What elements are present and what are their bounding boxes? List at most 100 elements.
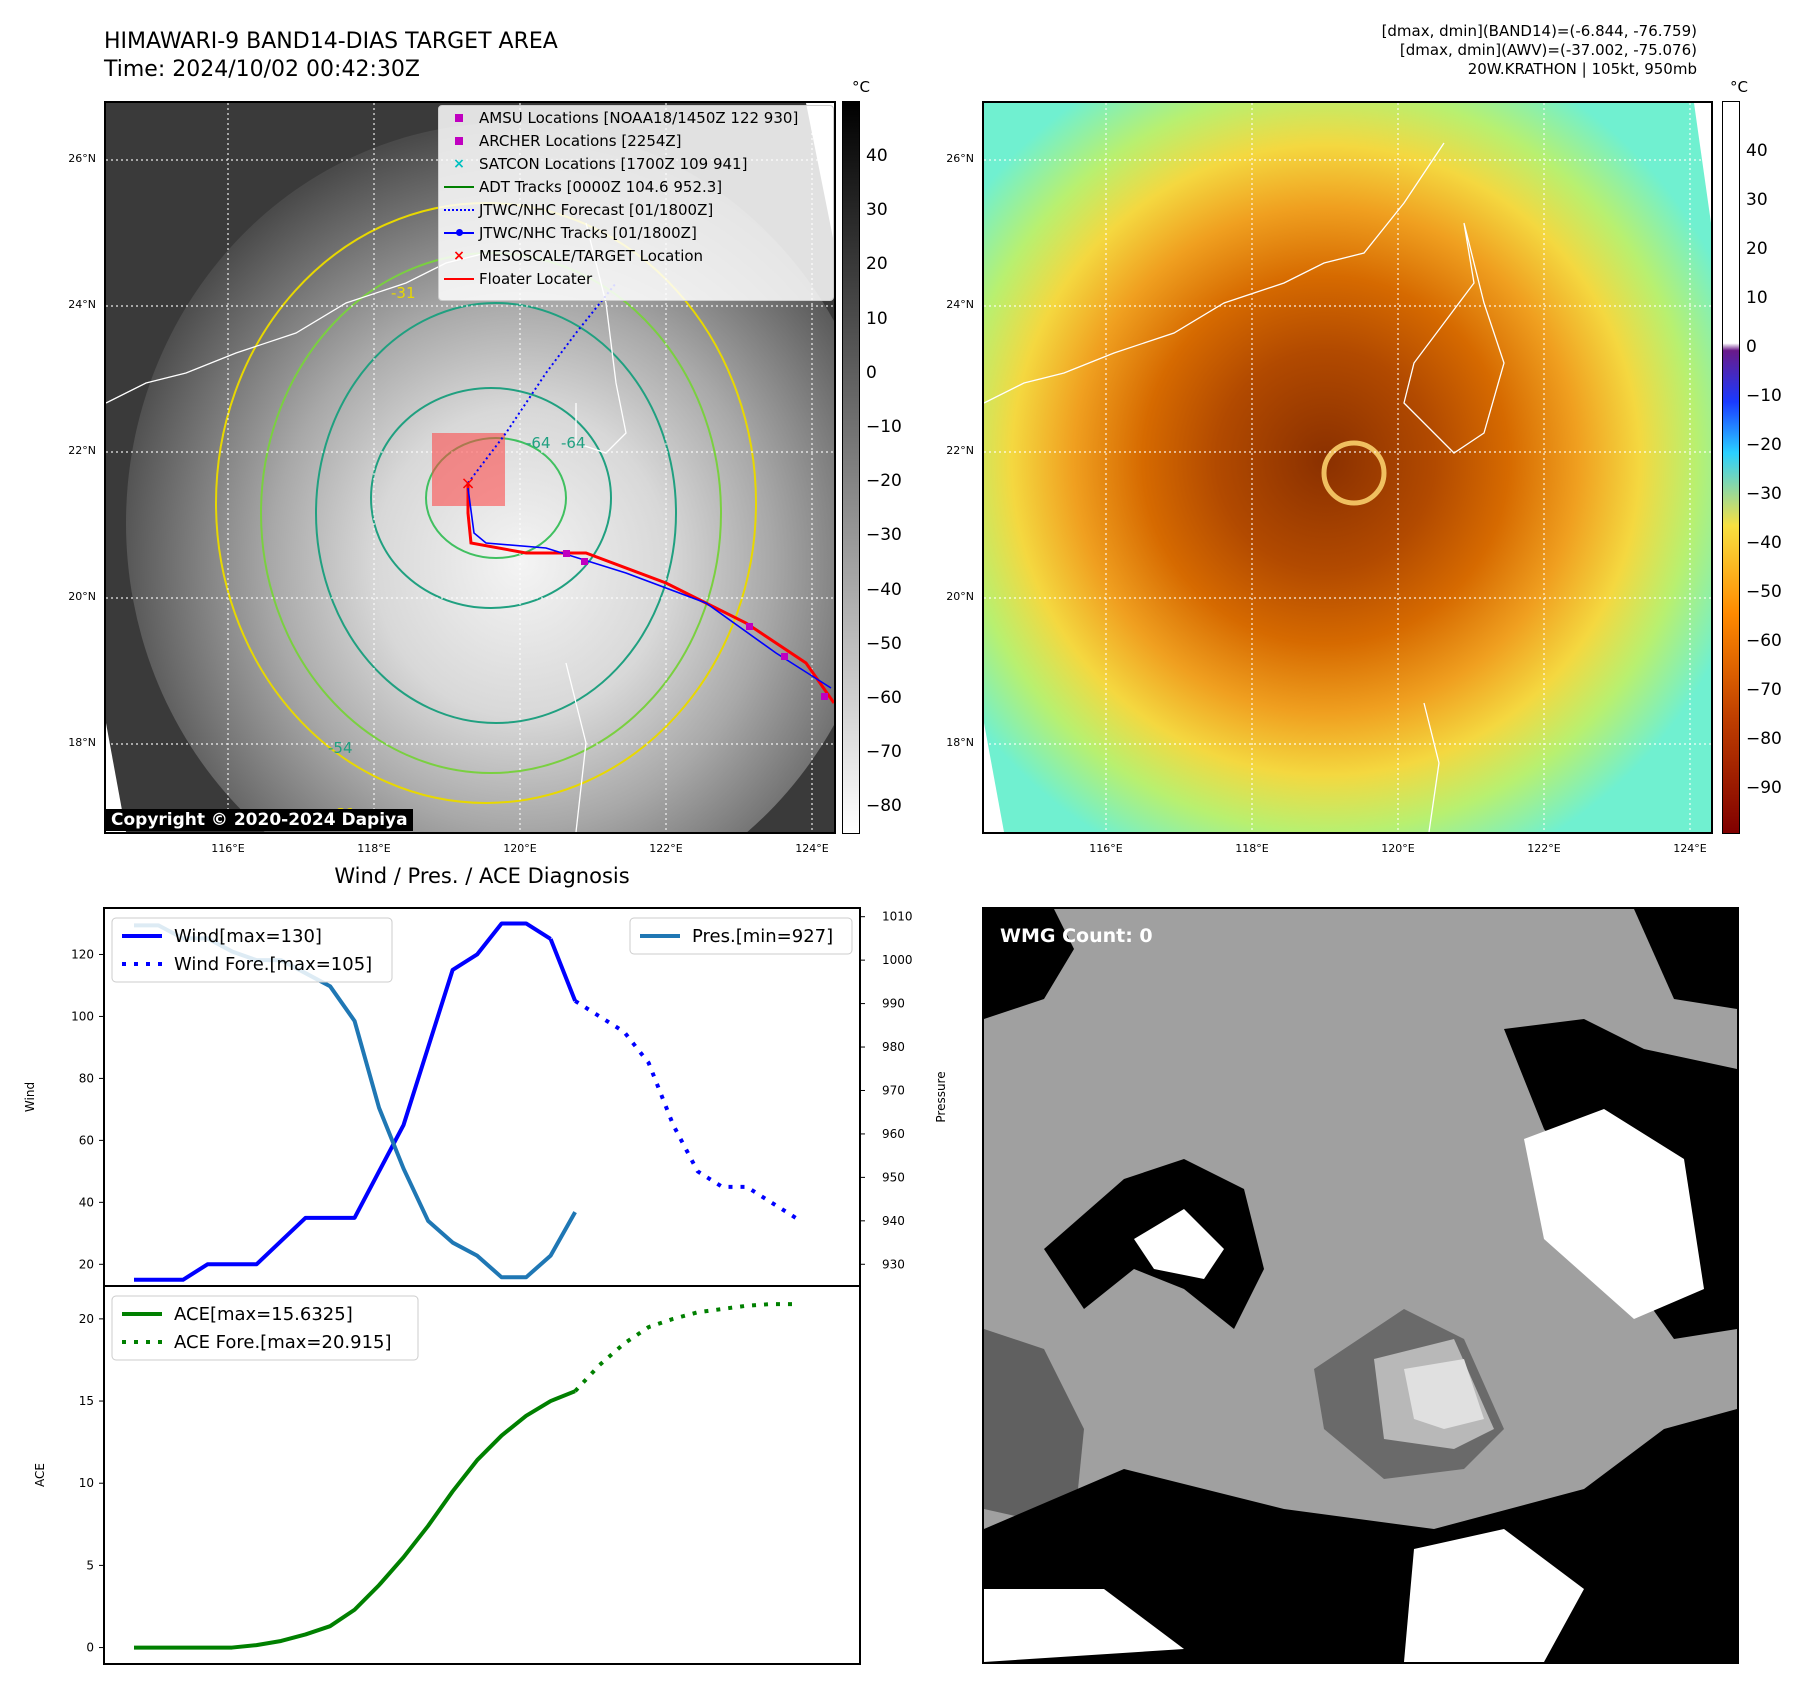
ace-legend-box	[111, 1295, 419, 1361]
pressure-ytick-label: 990	[882, 997, 905, 1011]
legend-entry: JTWC/NHC Tracks [01/1800Z]	[439, 221, 833, 244]
gray-colorbar-tick: −50	[866, 633, 902, 654]
color-colorbar-unit: °C	[1730, 78, 1748, 96]
gray-colorbar-tick: 10	[866, 308, 888, 329]
pressure-ytick-label: 930	[882, 1257, 905, 1271]
ace-forecast-legend-label: ACE Fore.[max=20.915]	[174, 1332, 392, 1353]
color-colorbar-tick: −80	[1746, 729, 1782, 749]
lat-label-20-right: 20°N	[946, 590, 974, 603]
gray-colorbar-tick: −30	[866, 525, 902, 546]
wind-ytick-label: 40	[79, 1195, 94, 1209]
enhanced-ir-panel	[982, 101, 1713, 834]
wind-line	[548, 938, 577, 1002]
color-colorbar-tick: −60	[1746, 631, 1782, 651]
gray-colorbar-tick: 20	[866, 254, 888, 275]
legend-entry: × MESOSCALE/TARGET Location	[439, 244, 833, 267]
legend-symbol-x: ×	[453, 155, 465, 172]
lon-label-120: 120°E	[503, 842, 537, 855]
lat-label-24: 24°N	[68, 298, 96, 311]
contour-label-1: -31	[391, 284, 416, 302]
gray-colorbar-tick: −60	[866, 688, 902, 708]
wind-forecast-line	[574, 999, 797, 1220]
copyright-label: Copyright © 2020-2024 Dapiya	[106, 809, 413, 831]
diagnostic-info: [dmax, dmin](BAND14)=(-6.844, -76.759) […	[1097, 22, 1697, 79]
color-colorbar-tick: −90	[1746, 778, 1782, 798]
ace-ytick-label: 15	[79, 1394, 94, 1408]
lon-label-124-right: 124°E	[1673, 842, 1707, 855]
legend-entry: JTWC/NHC Forecast [01/1800Z]	[439, 198, 833, 221]
legend-label: AMSU Locations [NOAA18/1450Z 122 930]	[479, 108, 799, 127]
pressure-legend-box	[629, 917, 853, 955]
pressure-axis-label: Pressure	[934, 1071, 948, 1122]
ir-map-panel: × -31 -64 -64 -54 -31 AMSU Locations [NO…	[104, 101, 836, 834]
color-colorbar-tick: 0	[1746, 337, 1757, 357]
legend-entry: ARCHER Locations [2254Z]	[439, 129, 833, 152]
diagnosis-chart: 2040608010012093094095096097098099010001…	[23, 907, 948, 1665]
wmg-image	[984, 909, 1737, 1662]
lat-label-24-right: 24°N	[946, 298, 974, 311]
info-awv: [dmax, dmin](AWV)=(-37.002, -75.076)	[1399, 41, 1697, 59]
color-colorbar-tick: −70	[1746, 680, 1782, 700]
pressure-ytick-label: 970	[882, 1083, 905, 1097]
color-colorbar-tick: 10	[1746, 288, 1768, 308]
enhanced-ir-image	[984, 103, 1711, 832]
wind-forecast-legend-label: Wind Fore.[max=105]	[174, 954, 372, 975]
lon-label-118-right: 118°E	[1235, 842, 1269, 855]
contour-label-2: -64	[526, 434, 551, 452]
wind-ytick-label: 100	[71, 1009, 94, 1023]
legend-entry: Floater Locater	[439, 267, 833, 290]
pressure-ytick-label: 960	[882, 1127, 905, 1141]
pressure-legend: Pres.[min=927]	[629, 917, 853, 955]
lat-label-22-right: 22°N	[946, 444, 974, 457]
wmg-panel: WMG Count: 0	[982, 907, 1739, 1664]
color-colorbar-tick: −50	[1746, 582, 1782, 602]
svg-text:×: ×	[460, 473, 475, 494]
color-colorbar-tick: 30	[1746, 190, 1768, 210]
lat-label-26-right: 26°N	[946, 152, 974, 165]
pressure-ytick-label: 950	[882, 1170, 905, 1184]
legend-label: ARCHER Locations [2254Z]	[479, 131, 682, 150]
legend-symbol-x: ×	[453, 247, 465, 264]
gray-colorbar-tick: −70	[866, 742, 902, 763]
ace-legend: ACE[max=15.6325] ACE Fore.[max=20.915]	[111, 1295, 419, 1361]
legend-symbol-line	[439, 185, 479, 188]
legend-symbol-dotted	[439, 208, 479, 211]
info-storm: 20W.KRATHON | 105kt, 950mb	[1467, 60, 1697, 78]
wind-ytick-label: 120	[71, 947, 94, 961]
color-colorbar-tick: −20	[1746, 435, 1782, 455]
legend-label: ADT Tracks [0000Z 104.6 952.3]	[479, 177, 723, 196]
gray-colorbar-tick: −40	[866, 579, 902, 600]
lat-label-20: 20°N	[68, 590, 96, 603]
ace-ytick-label: 20	[79, 1312, 94, 1326]
ace-legend-label: ACE[max=15.6325]	[174, 1304, 353, 1325]
legend-entry: ADT Tracks [0000Z 104.6 952.3]	[439, 175, 833, 198]
lon-label-116-right: 116°E	[1089, 842, 1123, 855]
lon-label-122: 122°E	[649, 842, 683, 855]
gray-colorbar-tick: 40	[866, 146, 888, 166]
lon-label-118: 118°E	[357, 842, 391, 855]
color-colorbar-tick: 40	[1746, 141, 1768, 161]
lat-label-26: 26°N	[68, 152, 96, 165]
pressure-ytick-label: 1000	[882, 953, 913, 967]
ace-ytick-label: 0	[86, 1641, 94, 1655]
wind-line	[134, 921, 552, 1282]
diagnosis-title: Wind / Pres. / ACE Diagnosis	[334, 864, 630, 888]
color-colorbar-tick: −40	[1746, 533, 1782, 553]
gray-colorbar-unit: °C	[852, 78, 870, 96]
gray-colorbar-tick: −80	[866, 796, 902, 817]
pressure-ytick-label: 1010	[882, 910, 913, 924]
main-title: HIMAWARI-9 BAND14-DIAS TARGET AREA	[104, 29, 558, 54]
color-colorbar-tick: 20	[1746, 239, 1768, 259]
wind-ytick-label: 60	[79, 1133, 94, 1147]
wind-legend: Wind[max=130] Wind Fore.[max=105]	[111, 917, 393, 983]
color-colorbar-tick: −10	[1746, 386, 1782, 406]
legend-symbol-square	[439, 113, 479, 122]
map-legend: AMSU Locations [NOAA18/1450Z 122 930] ARC…	[438, 105, 834, 301]
legend-symbol-square	[439, 136, 479, 145]
legend-label: SATCON Locations [1700Z 109 941]	[479, 154, 748, 173]
ace-ytick-label: 10	[79, 1476, 94, 1490]
ace-forecast-line	[573, 1302, 796, 1393]
lat-label-22: 22°N	[68, 444, 96, 457]
gray-colorbar-tick: 0	[866, 362, 877, 383]
wind-ytick-label: 80	[79, 1071, 94, 1085]
